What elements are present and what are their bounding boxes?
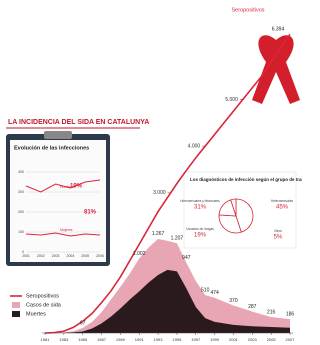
legend-label: Casos de sida <box>26 302 62 308</box>
annotation: 19% <box>70 184 83 190</box>
x-tick-label: 2006 <box>96 254 104 258</box>
value-label: 67 <box>80 320 86 326</box>
x-tick-label: 1989 <box>116 337 126 342</box>
legend-swatch <box>12 311 20 317</box>
value-label: 1.002 <box>133 251 146 257</box>
y2-tick-label: 5.000 <box>225 97 238 103</box>
x-tick-label: 2001 <box>22 254 30 258</box>
x-tick-label: 1983 <box>59 337 69 342</box>
slice-value: 45% <box>276 205 289 211</box>
value-label: 186 <box>286 312 295 318</box>
x-tick-label: 2001 <box>229 337 239 342</box>
x-tick-label: 2005 <box>267 337 277 342</box>
y-tick-label: 300 <box>18 190 24 194</box>
y-tick-label: 100 <box>18 230 24 234</box>
x-tick-label: 1981 <box>41 337 51 342</box>
x-tick-label: 1997 <box>191 337 201 342</box>
chart-title: LA INCIDENCIA DEL SIDA EN CATALUNYA <box>8 119 149 126</box>
annotation: 81% <box>84 210 97 216</box>
value-label: 6.394 <box>272 27 285 33</box>
slice-label: Homosexuales y bisexuales <box>180 199 220 203</box>
series-label: Mujeres <box>60 228 73 232</box>
y-tick-label: 400 <box>18 170 24 174</box>
infographic: LA INCIDENCIA DEL SIDA EN CATALUNYA 6.39… <box>0 0 302 345</box>
x-tick-label: 2004 <box>67 254 75 258</box>
value-label: 1.207 <box>171 236 184 242</box>
value-label: 370 <box>229 298 238 304</box>
value-label: 287 <box>248 304 257 310</box>
slice-label: Otros <box>274 229 282 233</box>
x-tick-label: 2003 <box>248 337 258 342</box>
value-label: 1.267 <box>152 231 165 237</box>
x-tick-label: 2002 <box>37 254 45 258</box>
inset-title: Evolución de las infecciones <box>14 145 89 151</box>
x-tick-label: 1987 <box>97 337 107 342</box>
x-tick-label: 1993 <box>154 337 164 342</box>
slice-value: 5% <box>274 235 283 241</box>
x-tick-label: 2007 <box>286 337 296 342</box>
x-tick-label: 1991 <box>135 337 145 342</box>
pie-title: Los diagnósticos de infección según el g… <box>190 177 302 182</box>
slice-value: 19% <box>194 233 207 239</box>
slice-label: Heterosexuales <box>271 199 294 203</box>
slice-label: Usuarios de drogas <box>186 227 214 231</box>
clipboard-clip <box>44 131 72 139</box>
value-label: 510 <box>201 287 210 293</box>
y2-tick-label: 4.000 <box>188 143 201 149</box>
value-label: 474 <box>210 290 219 296</box>
legend-label: Seropositivos <box>26 293 59 299</box>
y-tick-label: 200 <box>18 210 24 214</box>
clipboard-paper <box>10 140 106 262</box>
y2-tick-label: 3.000 <box>153 190 166 196</box>
x-tick-label: 1999 <box>210 337 220 342</box>
line-label: Seropositivos <box>231 7 264 13</box>
x-tick-label: 1985 <box>78 337 88 342</box>
x-tick-label: 2005 <box>81 254 89 258</box>
slice-value: 31% <box>194 205 207 211</box>
x-tick-label: 2003 <box>52 254 60 258</box>
value-label: 216 <box>267 309 276 315</box>
value-label: 947 <box>182 255 191 261</box>
legend-label: Muertes <box>26 311 46 317</box>
x-tick-label: 1995 <box>172 337 182 342</box>
legend-swatch <box>12 302 20 308</box>
